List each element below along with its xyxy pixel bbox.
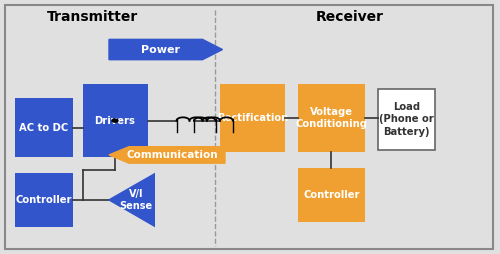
Text: Communication: Communication: [126, 150, 218, 160]
Bar: [15, 173, 72, 227]
Text: Voltage
Conditioning: Voltage Conditioning: [295, 107, 367, 129]
Bar: [378, 89, 435, 150]
Bar: [298, 84, 365, 152]
Text: Controller: Controller: [16, 195, 72, 205]
Text: Power: Power: [142, 44, 180, 55]
Text: Rectification: Rectification: [217, 113, 288, 123]
Polygon shape: [108, 173, 155, 227]
Text: Receiver: Receiver: [316, 9, 384, 24]
Text: AC to DC: AC to DC: [19, 123, 68, 133]
Text: Drivers: Drivers: [94, 116, 136, 126]
FancyBboxPatch shape: [5, 5, 492, 249]
Bar: [220, 84, 285, 152]
FancyArrow shape: [109, 147, 225, 163]
Text: Transmitter: Transmitter: [47, 9, 138, 24]
Text: Controller: Controller: [303, 190, 360, 200]
Circle shape: [112, 119, 118, 122]
Text: V/I
Sense: V/I Sense: [120, 189, 153, 211]
FancyArrow shape: [109, 39, 222, 60]
Bar: [298, 168, 365, 222]
Bar: [15, 98, 72, 157]
Text: Load
(Phone or
Battery): Load (Phone or Battery): [379, 102, 434, 137]
Bar: [82, 84, 148, 157]
